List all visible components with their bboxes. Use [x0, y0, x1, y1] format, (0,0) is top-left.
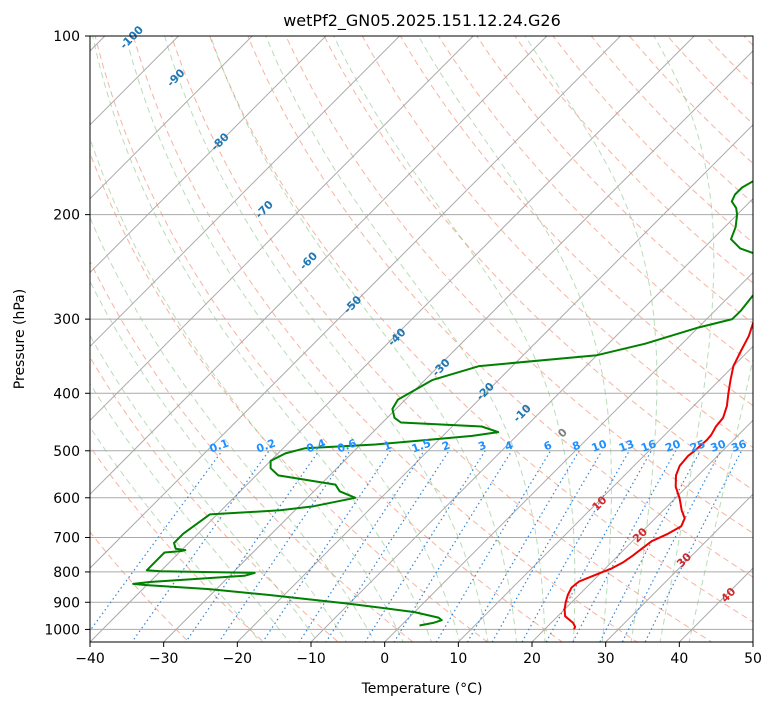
isotherm	[90, 36, 180, 126]
y-tick-label: 900	[53, 595, 80, 611]
moist-adiabat	[653, 36, 715, 642]
mixing-ratio-label: 36	[730, 437, 749, 455]
dry-adiabat	[247, 36, 753, 578]
dry-adiabat	[90, 260, 414, 642]
x-tick-label: 10	[449, 651, 467, 667]
y-tick-label: 400	[53, 386, 80, 402]
moist-adiabat	[417, 36, 612, 642]
moist-adiabat	[333, 36, 576, 642]
isotherm	[90, 36, 253, 200]
dry-adiabat	[476, 36, 753, 324]
dry-adiabat	[285, 36, 753, 534]
dry-adiabat	[666, 36, 753, 125]
isotherm	[162, 50, 753, 642]
y-axis: 100 200 300 400 500 600 700 800 900 1000	[44, 29, 90, 638]
y-tick-label: 200	[53, 208, 80, 224]
isotherm	[90, 36, 401, 348]
mixing-ratio-line	[218, 450, 351, 642]
y-tick-label: 800	[53, 565, 80, 581]
x-tick-label: 20	[523, 651, 541, 667]
dry-adiabat	[323, 36, 753, 491]
dry-adiabat	[90, 445, 265, 642]
mixing-ratio-label: 3	[476, 439, 488, 454]
temperature-line	[563, 320, 753, 630]
x-tick-label: 0	[380, 651, 389, 667]
isotherm	[531, 419, 753, 642]
y-tick-label: 700	[53, 531, 80, 547]
dewpoint-line	[132, 180, 753, 627]
mixing-ratio-label: 4	[503, 439, 515, 454]
x-tick-label: −40	[75, 651, 105, 667]
mixing-ratio-label: 2	[440, 439, 452, 454]
x-tick-label: 50	[744, 651, 762, 667]
mixing-ratio-label: 0.4	[305, 437, 328, 456]
isotherm	[90, 36, 548, 495]
mixing-ratio-line	[466, 450, 580, 642]
mixing-ratio-label: 16	[639, 437, 658, 455]
mixing-ratio-line	[644, 450, 743, 642]
isotherm	[383, 271, 753, 642]
dry-adiabat	[90, 151, 489, 642]
x-tick-label: −20	[223, 651, 253, 667]
dry-adiabat	[438, 36, 753, 365]
mixing-ratio-label: 1	[382, 439, 394, 454]
plot-frame	[89, 35, 754, 643]
y-tick-label: 500	[53, 444, 80, 460]
mixing-ratio-label: 30	[709, 437, 728, 455]
isotherm	[604, 493, 753, 642]
isotherm	[90, 36, 327, 274]
isotherm	[310, 197, 753, 642]
x-axis: −40 −30 −20 −10 0 10 20 30 40 50	[75, 642, 762, 667]
mixing-ratio-line	[572, 450, 677, 642]
mixing-ratio-line	[435, 450, 552, 642]
y-tick-label: 1000	[44, 622, 80, 638]
x-tick-label: −10	[296, 651, 326, 667]
mixing-ratio-line	[393, 450, 513, 642]
mixing-ratio-label: 20	[664, 437, 683, 455]
mixing-ratio-line	[90, 450, 223, 632]
mixing-ratio-line	[599, 450, 701, 642]
dry-adiabat	[94, 36, 564, 642]
x-axis-title: Temperature (°C)	[361, 681, 483, 697]
isotherm	[90, 36, 474, 422]
y-tick-label: 100	[53, 29, 80, 45]
y-axis-title: Pressure (hPa)	[12, 289, 28, 389]
mixing-ratio-line	[621, 450, 722, 642]
mixing-ratio-label: 6	[542, 439, 554, 454]
isotherm	[236, 124, 753, 642]
y-tick-label: 300	[53, 312, 80, 328]
y-tick-label: 600	[53, 491, 80, 507]
isotherm	[90, 36, 695, 642]
x-tick-label: −30	[149, 651, 179, 667]
moist-adiabat	[92, 36, 432, 642]
mixing-ratio-label: 1.5	[410, 437, 433, 456]
mixing-ratio-line	[491, 450, 603, 642]
mixing-ratio-line	[545, 450, 652, 642]
dry-adiabat	[132, 36, 638, 642]
mixing-ratio-label: 10	[590, 437, 609, 455]
mixing-ratio-label: 0.6	[335, 436, 358, 455]
mixing-ratio-line	[325, 450, 450, 642]
chart-title: wetPf2_GN05.2025.151.12.24.G26	[283, 11, 561, 31]
x-tick-label: 40	[670, 651, 688, 667]
dry-adiabat	[170, 36, 713, 642]
isotherm	[457, 345, 753, 642]
mixing-ratio-label: 13	[617, 437, 636, 454]
moist-adiabat	[265, 36, 546, 642]
mixing-ratio-label: 25	[688, 437, 707, 454]
dry-adiabat	[361, 36, 753, 449]
mixing-ratio-label: 0.2	[255, 437, 278, 456]
isotherm	[90, 36, 622, 569]
mixing-ratio-line	[521, 450, 630, 642]
moist-adiabat	[90, 334, 319, 642]
x-tick-label: 30	[597, 651, 615, 667]
profile-lines	[132, 180, 753, 630]
mixing-ratio-label: 8	[571, 439, 583, 454]
mixing-ratio-label: 0.1	[208, 437, 231, 456]
